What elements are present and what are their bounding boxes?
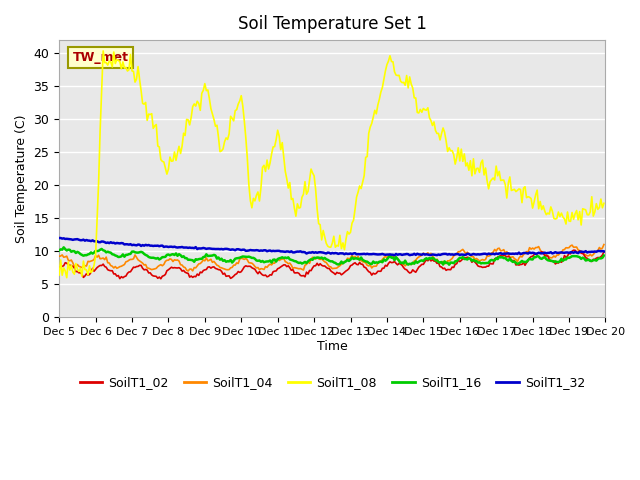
Text: TW_met: TW_met (73, 51, 129, 64)
Legend: SoilT1_02, SoilT1_04, SoilT1_08, SoilT1_16, SoilT1_32: SoilT1_02, SoilT1_04, SoilT1_08, SoilT1_… (74, 371, 590, 394)
Y-axis label: Soil Temperature (C): Soil Temperature (C) (15, 114, 28, 243)
Title: Soil Temperature Set 1: Soil Temperature Set 1 (238, 15, 427, 33)
X-axis label: Time: Time (317, 340, 348, 353)
